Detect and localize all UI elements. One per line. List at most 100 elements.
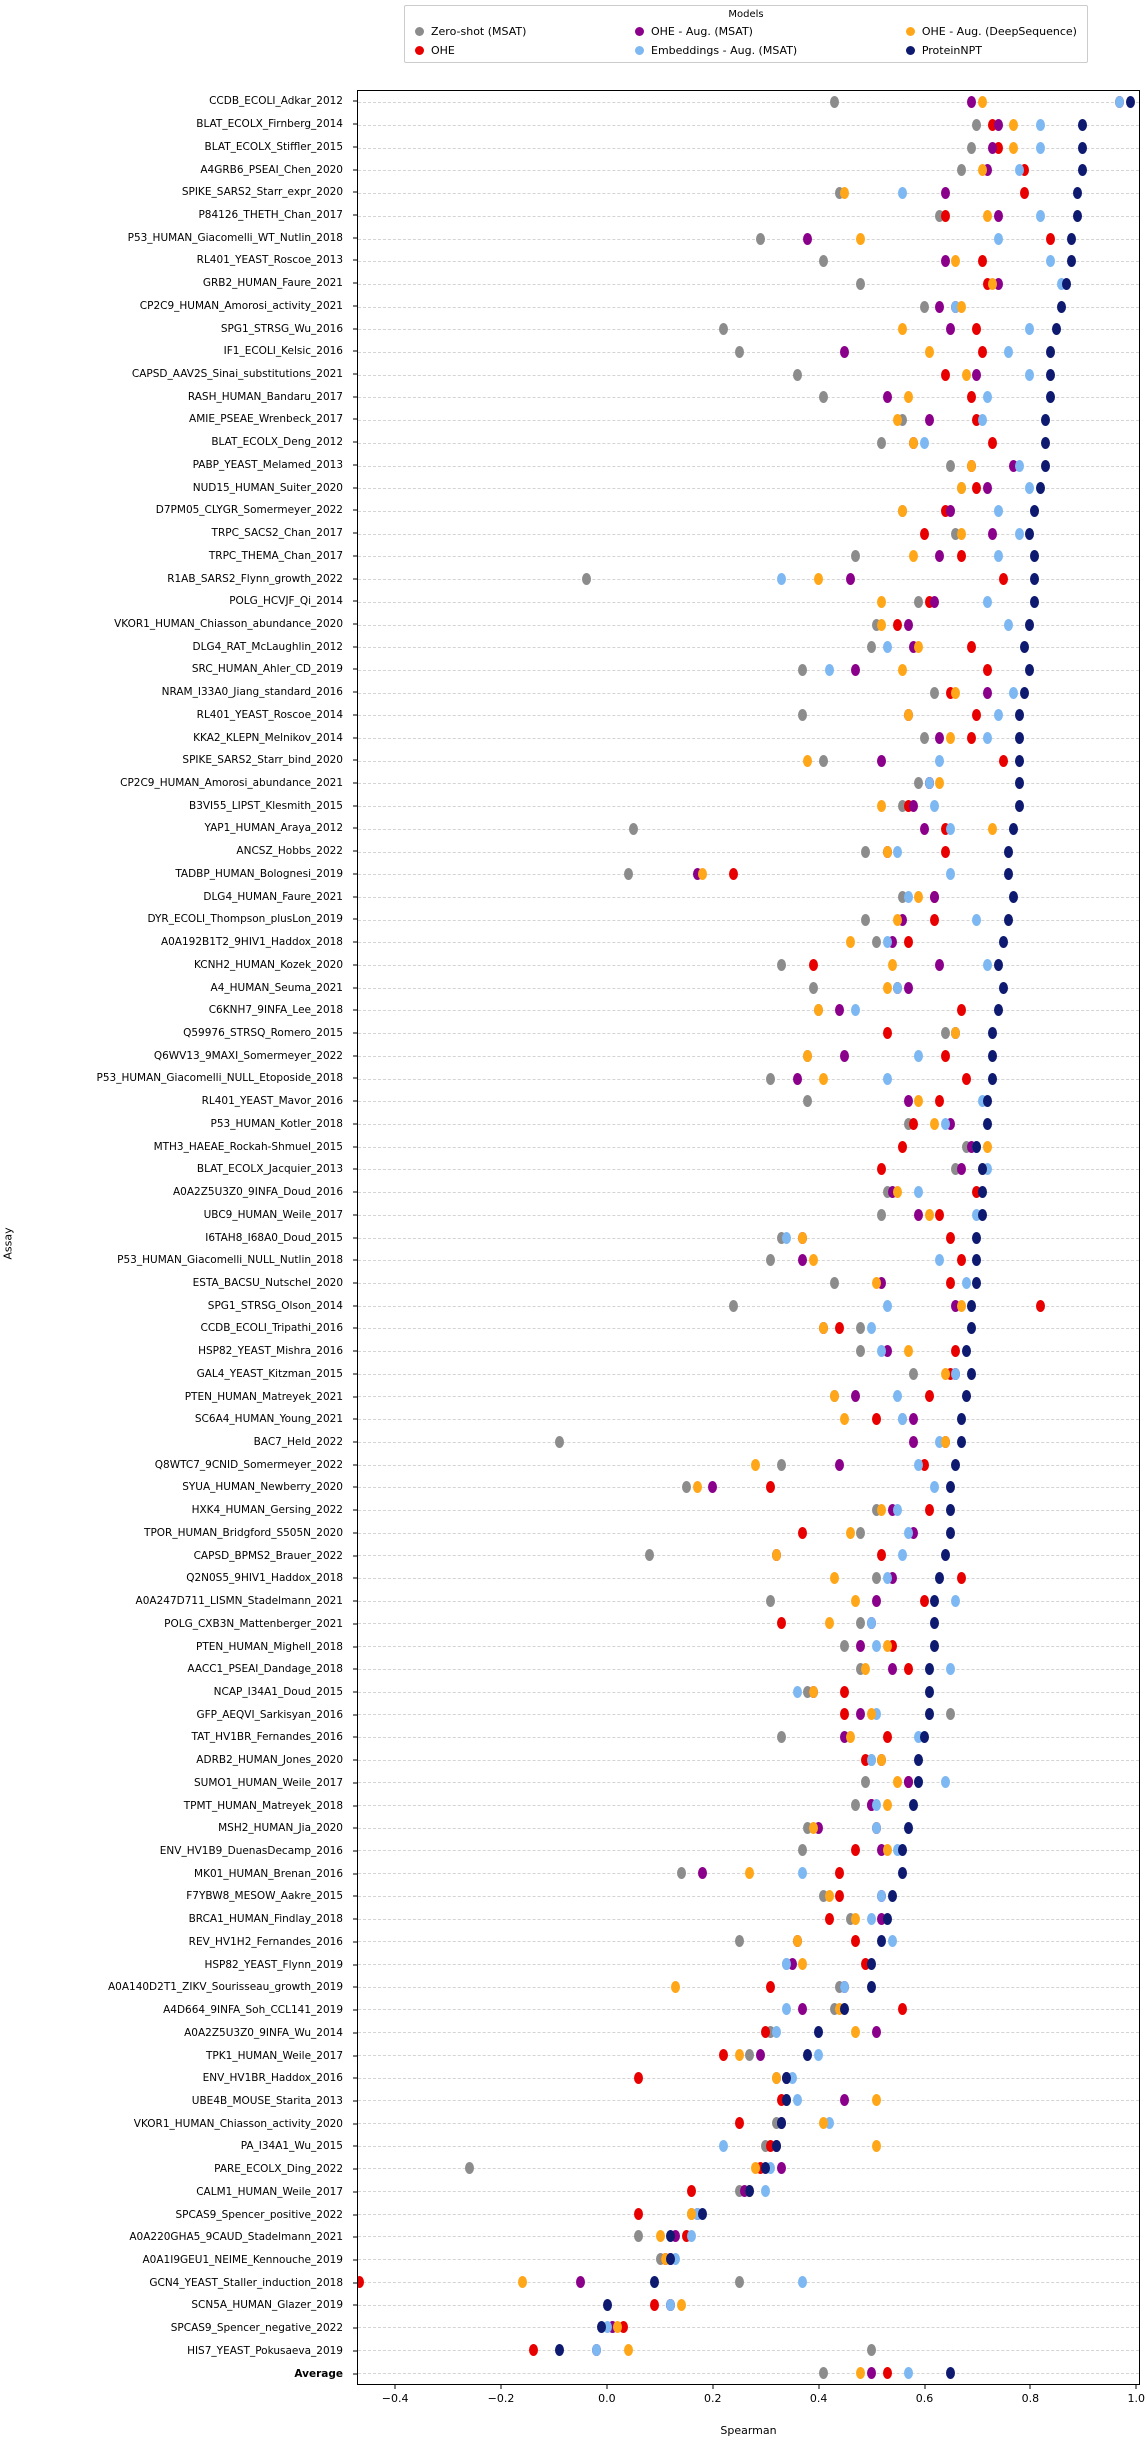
data-point-ohe_aug_ds [813, 1004, 823, 1017]
assay-row-label: GCN4_YEAST_Staller_induction_2018 [149, 2276, 343, 2289]
data-point-emb_aug_msat [592, 2343, 602, 2356]
legend-grid: Zero-shot (MSAT) OHE OHE - Aug. (MSAT) Embe… [415, 23, 1077, 59]
data-point-emb_aug_msat [893, 1390, 903, 1403]
assay-row-label: A0A192B1T2_9HIV1_Haddox_2018 [160, 936, 343, 949]
assay-row-label: Q59976_STRSQ_Romero_2015 [183, 1026, 343, 1039]
data-point-zero_shot [866, 641, 876, 654]
y-tick-mark [353, 282, 357, 284]
data-point-ohe [729, 868, 739, 881]
y-tick-mark [353, 487, 357, 489]
data-point-ohe_aug_ds [850, 1912, 860, 1925]
y-tick-mark [353, 1668, 357, 1670]
data-point-emb_aug_msat [930, 1481, 940, 1494]
data-point-ohe [956, 1004, 966, 1017]
data-point-zero_shot [761, 2139, 771, 2152]
y-tick-mark [353, 1895, 357, 1897]
data-point-ohe [919, 1594, 929, 1607]
assay-row-label: CP2C9_HUMAN_Amorosi_activity_2021 [139, 299, 343, 312]
data-point-ohe_aug_ds [819, 1322, 829, 1335]
assay-row-label: CP2C9_HUMAN_Amorosi_abundance_2021 [120, 777, 343, 790]
row-gridline [358, 1146, 1139, 1148]
data-point-proteinnpt [988, 1072, 998, 1085]
data-point-ohe_aug_ds [882, 1640, 892, 1653]
data-point-ohe [988, 119, 998, 132]
data-point-zero_shot [882, 1186, 892, 1199]
y-tick-mark [353, 328, 357, 330]
data-point-proteinnpt [1077, 164, 1087, 177]
data-point-emb_aug_msat [977, 1095, 987, 1108]
data-point-ohe [903, 1662, 913, 1675]
data-point-ohe_aug_msat [919, 822, 929, 835]
data-point-ohe_aug_ds [824, 1617, 834, 1630]
assay-row-label: KKA2_KLEPN_Melnikov_2014 [193, 731, 343, 744]
data-point-ohe_aug_msat [845, 573, 855, 586]
data-point-emb_aug_msat [1025, 482, 1035, 495]
data-point-emb_aug_msat [1025, 368, 1035, 381]
data-point-proteinnpt [972, 1276, 982, 1289]
assay-row-label: RL401_YEAST_Mavor_2016 [201, 1095, 343, 1108]
y-tick-mark [353, 1009, 357, 1011]
data-point-proteinnpt [1009, 890, 1019, 903]
data-point-zero_shot [877, 436, 887, 449]
data-point-zero_shot [803, 1095, 813, 1108]
data-point-ohe_aug_msat [909, 800, 919, 813]
data-point-ohe_aug_ds [1009, 141, 1019, 154]
data-point-ohe [882, 1027, 892, 1040]
legend-entry-label: OHE - Aug. (MSAT) [651, 25, 753, 38]
y-tick-mark [353, 373, 357, 375]
row-gridline [358, 1464, 1139, 1466]
x-tick-label: −0.2 [487, 2392, 515, 2405]
data-point-emb_aug_msat [1035, 119, 1045, 132]
data-point-emb_aug_msat [898, 187, 908, 200]
data-point-ohe_aug_msat [755, 2048, 765, 2061]
data-point-ohe [634, 2071, 644, 2084]
data-point-emb_aug_msat [787, 2071, 797, 2084]
data-point-ohe [882, 1730, 892, 1743]
row-gridline [358, 170, 1139, 172]
y-tick-mark [353, 918, 357, 920]
y-tick-mark [353, 1032, 357, 1034]
row-gridline [358, 1237, 1139, 1239]
data-point-zero_shot [872, 1572, 882, 1585]
legend-marker-icon [635, 27, 644, 36]
row-gridline [358, 2122, 1139, 2124]
data-point-ohe_aug_ds [882, 981, 892, 994]
data-point-zero_shot [856, 1662, 866, 1675]
assay-row-label: CAPSD_BPMS2_Brauer_2022 [193, 1549, 343, 1562]
data-point-ohe [956, 550, 966, 563]
row-gridline [358, 2349, 1139, 2351]
data-point-ohe [919, 1458, 929, 1471]
data-point-ohe_aug_msat [856, 1640, 866, 1653]
x-tick-label: 0.6 [915, 2392, 934, 2405]
data-point-ohe_aug_ds [771, 2071, 781, 2084]
row-gridline [358, 1192, 1139, 1194]
row-gridline [358, 2372, 1139, 2374]
data-point-ohe [861, 1753, 871, 1766]
data-point-emb_aug_msat [718, 2139, 728, 2152]
x-tick-mark [712, 2385, 714, 2389]
data-point-ohe [945, 1276, 955, 1289]
y-tick-mark [353, 1464, 357, 1466]
y-tick-mark [353, 2214, 357, 2216]
data-point-zero_shot [808, 981, 818, 994]
data-point-zero_shot [634, 2230, 644, 2243]
assay-row-label: IF1_ECOLI_Kelsic_2016 [223, 345, 343, 358]
y-tick-mark [353, 1782, 357, 1784]
y-tick-mark [353, 259, 357, 261]
legend-entry: ProteinNPT [905, 42, 1077, 59]
row-gridline [358, 1668, 1139, 1670]
assay-row-label: CCDB_ECOLI_Tripathi_2016 [200, 1322, 344, 1335]
data-point-ohe [877, 1549, 887, 1562]
data-point-emb_aug_msat [951, 300, 961, 313]
assay-row-label: Q6WV13_9MAXI_Somermeyer_2022 [153, 1049, 343, 1062]
data-point-emb_aug_msat [982, 959, 992, 972]
data-point-ohe_aug_ds [840, 1413, 850, 1426]
row-gridline [358, 102, 1139, 104]
data-point-ohe_aug_ds [687, 2207, 697, 2220]
assay-row-label: SC6A4_HUMAN_Young_2021 [194, 1413, 343, 1426]
data-point-emb_aug_msat [961, 1276, 971, 1289]
data-point-proteinnpt [919, 1730, 929, 1743]
row-gridline [358, 125, 1139, 127]
data-point-ohe [840, 1685, 850, 1698]
assay-row-label: NRAM_I33A0_Jiang_standard_2016 [161, 686, 343, 699]
